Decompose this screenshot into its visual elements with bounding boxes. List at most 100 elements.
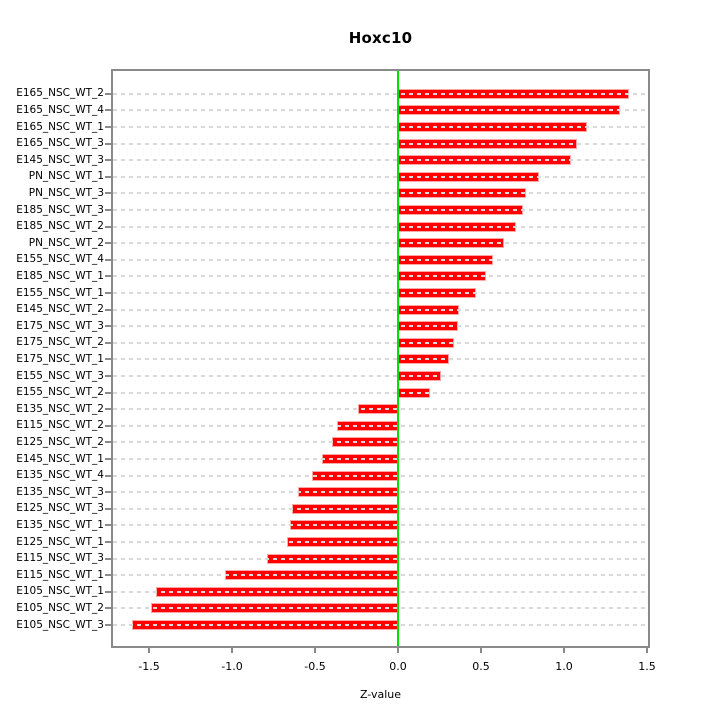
y-axis-tick: [105, 507, 112, 510]
grid-line: [113, 391, 648, 394]
y-axis-category-label: E155_NSC_WT_2: [16, 386, 104, 399]
y-axis-tick: [105, 358, 112, 361]
y-axis-category-label: E125_NSC_WT_1: [16, 535, 104, 548]
x-axis-tick: [563, 647, 565, 653]
y-axis-tick: [105, 258, 112, 261]
y-axis-category-label: E175_NSC_WT_3: [16, 319, 104, 332]
y-axis-tick: [105, 242, 112, 245]
grid-line: [113, 541, 648, 543]
grid-line: [113, 507, 648, 510]
y-axis-tick: [105, 474, 112, 477]
y-axis-category-label: E155_NSC_WT_1: [16, 286, 104, 299]
y-axis-category-label: E145_NSC_WT_3: [16, 153, 104, 166]
grid-line: [113, 524, 648, 527]
y-axis-tick: [105, 92, 112, 95]
y-axis-category-label: E145_NSC_WT_2: [16, 303, 104, 316]
x-axis-tick-label: 0.5: [472, 660, 490, 673]
y-axis-category-label: E155_NSC_WT_3: [16, 369, 104, 382]
grid-line: [113, 607, 648, 610]
y-axis-tick: [105, 292, 112, 294]
y-axis-tick: [105, 209, 112, 211]
y-axis-tick: [105, 225, 112, 228]
y-axis-tick: [105, 341, 112, 344]
grid-line: [113, 458, 648, 460]
grid-line: [113, 441, 648, 444]
y-axis-tick: [105, 624, 112, 626]
x-axis-tick: [480, 647, 482, 653]
x-axis-label: Z-value: [359, 688, 402, 701]
y-axis-tick: [105, 192, 112, 195]
y-axis-category-label: E115_NSC_WT_3: [16, 552, 104, 565]
y-axis-tick: [105, 408, 112, 411]
y-axis-tick: [105, 325, 112, 328]
grid-line: [113, 225, 648, 228]
y-axis-category-label: E175_NSC_WT_2: [16, 336, 104, 349]
y-axis-tick: [105, 441, 112, 444]
grid-line: [113, 242, 648, 245]
grid-line: [113, 292, 648, 294]
y-axis-category-label: E105_NSC_WT_3: [16, 618, 104, 631]
zero-reference-line: [397, 71, 399, 646]
y-axis-category-label: E135_NSC_WT_2: [16, 402, 104, 415]
grid-line: [113, 574, 648, 577]
y-axis-category-label: E135_NSC_WT_3: [16, 485, 104, 498]
y-axis-tick: [105, 607, 112, 610]
y-axis-category-label: E185_NSC_WT_1: [16, 269, 104, 282]
grid-line: [113, 308, 648, 311]
x-axis-tick-label: -1.0: [221, 660, 243, 673]
x-axis-tick-label: -1.5: [138, 660, 160, 673]
x-axis-tick-label: 1.0: [555, 660, 573, 673]
y-axis-tick: [105, 557, 112, 560]
y-axis-category-label: E105_NSC_WT_1: [16, 585, 104, 598]
grid-line: [113, 557, 648, 560]
y-axis-tick: [105, 142, 112, 145]
y-axis-category-label: E165_NSC_WT_3: [16, 137, 104, 150]
y-axis-tick: [105, 126, 112, 128]
x-axis-tick-label: 1.5: [638, 660, 656, 673]
x-axis-tick-label: -0.5: [304, 660, 326, 673]
grid-line: [113, 159, 648, 162]
grid-line: [113, 375, 648, 377]
grid-line: [113, 175, 648, 178]
grid-line: [113, 275, 648, 278]
y-axis-category-label: E165_NSC_WT_1: [16, 120, 104, 133]
y-axis-category-label: E125_NSC_WT_2: [16, 435, 104, 448]
grid-line: [113, 408, 648, 411]
x-axis-tick: [148, 647, 150, 653]
plot-area: [111, 69, 650, 648]
y-axis-tick: [105, 275, 112, 278]
y-axis-tick: [105, 308, 112, 311]
y-axis-tick: [105, 524, 112, 527]
x-axis-tick: [314, 647, 316, 653]
y-axis-category-label: E125_NSC_WT_3: [16, 502, 104, 515]
x-axis-tick: [646, 647, 648, 653]
y-axis-tick: [105, 391, 112, 394]
y-axis-tick: [105, 424, 112, 427]
y-axis-category-label: E165_NSC_WT_2: [16, 87, 104, 100]
grid-line: [113, 258, 648, 261]
x-axis-tick: [397, 647, 399, 653]
y-axis-category-label: E115_NSC_WT_1: [16, 568, 104, 581]
y-axis-tick: [105, 590, 112, 593]
x-axis-tick: [231, 647, 233, 653]
y-axis-category-label: PN_NSC_WT_2: [28, 236, 104, 249]
y-axis-category-label: E155_NSC_WT_4: [16, 253, 104, 266]
y-axis-category-label: E135_NSC_WT_4: [16, 469, 104, 482]
grid-line: [113, 424, 648, 427]
grid-line: [113, 126, 648, 128]
grid-line: [113, 624, 648, 626]
y-axis-tick: [105, 159, 112, 162]
y-axis-tick: [105, 175, 112, 178]
x-axis-tick-label: 0.0: [389, 660, 407, 673]
grid-line: [113, 590, 648, 593]
chart-title: Hoxc10: [348, 29, 413, 47]
y-axis-tick: [105, 541, 112, 543]
y-axis-tick: [105, 109, 112, 112]
y-axis-tick: [105, 574, 112, 577]
y-axis-category-label: E135_NSC_WT_1: [16, 518, 104, 531]
grid-line: [113, 325, 648, 328]
y-axis-tick: [105, 491, 112, 494]
y-axis-category-label: E115_NSC_WT_2: [16, 419, 104, 432]
y-axis-category-label: E145_NSC_WT_1: [16, 452, 104, 465]
